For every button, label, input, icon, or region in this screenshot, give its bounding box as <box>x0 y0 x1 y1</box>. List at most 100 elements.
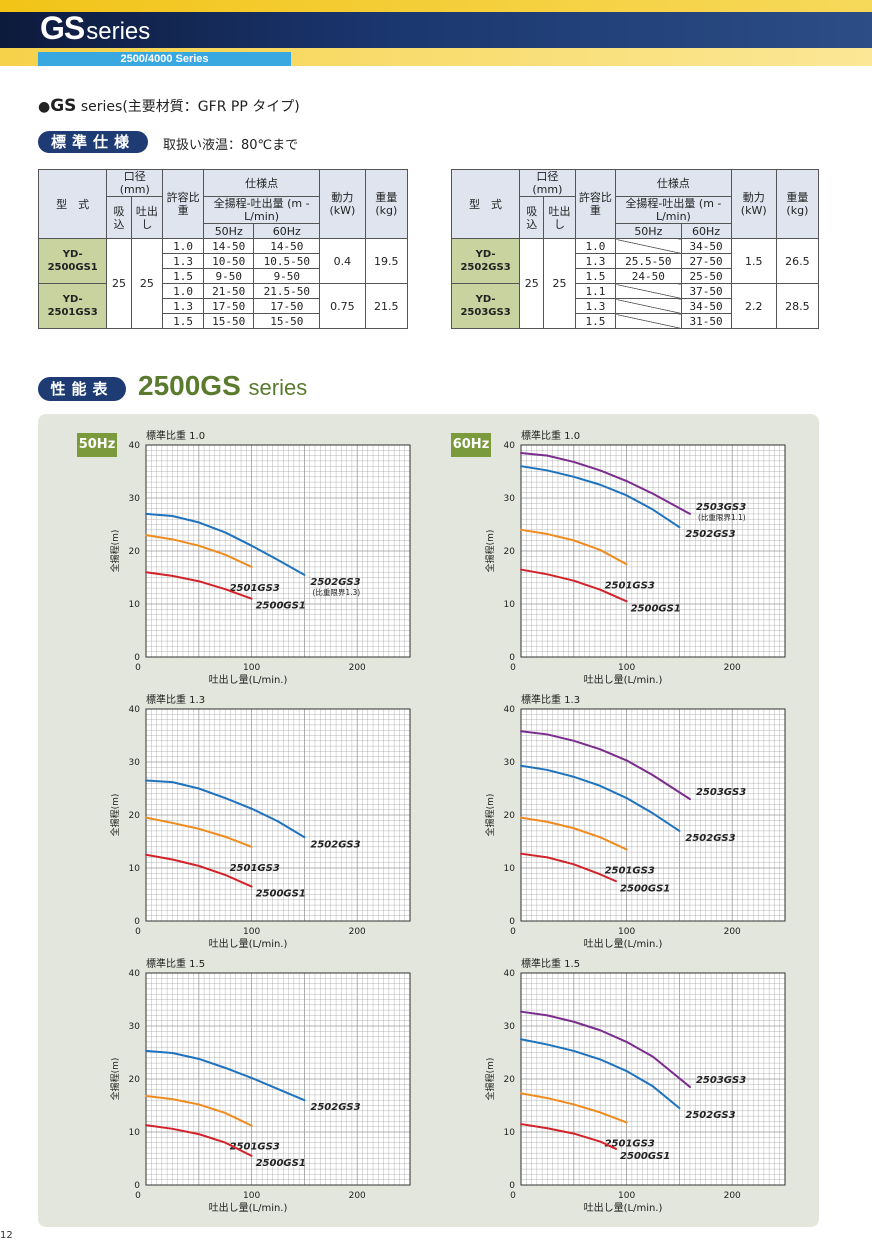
spec-60hz-value: 10.5-50 <box>253 253 321 269</box>
header-model: 型 式 <box>37 169 108 239</box>
y-tick-label: 10 <box>129 864 141 874</box>
series-label: 2503GS3 <box>696 787 746 798</box>
spec-50hz-value: 15-50 <box>202 313 255 329</box>
header-spec-point: 仕様点 <box>202 169 321 197</box>
spec-60hz-value: 14-50 <box>253 238 321 254</box>
series-logo: GSseries <box>40 10 150 47</box>
chart-title: 標準比重 1.0 <box>521 429 580 442</box>
bore-suction-value: 25 <box>519 238 545 329</box>
series-label: 2502GS3 <box>310 839 360 850</box>
series-line-2503GS3 <box>520 1010 691 1088</box>
gravity-value: 1.0 <box>162 238 204 254</box>
header-60hz: 60Hz <box>680 223 732 239</box>
y-tick-label: 40 <box>129 441 141 451</box>
series-line-2501GS3 <box>145 816 253 848</box>
x-tick-label: 0 <box>510 927 516 937</box>
spec-50hz-value: 25.5-50 <box>615 253 682 269</box>
gravity-value: 1.3 <box>574 253 617 269</box>
chart-50hz-sg10: 0 10 20 30 40 0 100 200 標準比重 1.0 吐出し量(L/min.) 全揚程(… <box>109 429 411 686</box>
series-line-2500GS1 <box>145 571 253 600</box>
x-axis-label: 吐出し量(L/min.) <box>209 673 288 686</box>
series-line-2500GS1 <box>520 852 618 883</box>
header-top-stripe <box>0 0 872 12</box>
model-name: YD-2502GS3 <box>450 238 521 284</box>
series-line-2500GS1 <box>145 853 253 888</box>
x-axis-label: 吐出し量(L/min.) <box>584 937 663 950</box>
header-suction: 吸込 <box>519 196 545 239</box>
series-subtab[interactable]: 2500/4000 Series <box>38 52 291 66</box>
table-row: YD-2501GS3 1.0 21-50 21.5-50 0.75 21.5 <box>37 283 409 329</box>
y-tick-label: 20 <box>504 547 516 557</box>
x-tick-label: 200 <box>724 663 741 673</box>
weight-value: 19.5 <box>364 238 409 284</box>
series-line-2502GS3 <box>520 465 681 529</box>
hz50-label: 50Hz <box>77 433 117 457</box>
y-tick-label: 30 <box>129 494 141 504</box>
x-tick-label: 200 <box>349 663 366 673</box>
y-axis-label: 全揚程(m) <box>484 1058 496 1101</box>
y-tick-label: 0 <box>509 653 515 663</box>
header-bore: 口径(mm) <box>106 169 164 197</box>
series-label: 2503GS3 <box>696 1075 746 1086</box>
performance-badge: 性能表 <box>38 377 126 401</box>
spec-60hz-value: 27-50 <box>680 253 732 269</box>
table-row: 1.5 24-50 25-50 <box>452 268 819 284</box>
y-tick-label: 40 <box>504 441 516 451</box>
chart-60hz-sg10: 0 10 20 30 40 0 100 200 標準比重 1.0 吐出し量(L/min.) 全揚程(… <box>484 429 786 686</box>
plot-border <box>520 972 786 1186</box>
y-tick-label: 10 <box>504 600 516 610</box>
series-label: 2503GS3 <box>696 502 746 513</box>
performance-title: 2500GS series <box>138 370 307 402</box>
spec-50hz-value: 9-50 <box>202 268 255 284</box>
power-value: 0.75 <box>319 283 366 329</box>
header-suction: 吸込 <box>106 196 132 239</box>
chart-60hz-sg15: 0 10 20 30 40 0 100 200 標準比重 1.5 吐出し量(L/min.) 全揚程(… <box>484 957 786 1214</box>
performance-title-main: 2500GS <box>138 370 241 401</box>
plot-border <box>520 708 786 922</box>
x-tick-label: 0 <box>135 927 141 937</box>
x-tick-label: 200 <box>349 1191 366 1201</box>
chart-title: 標準比重 1.3 <box>146 693 205 706</box>
x-tick-label: 0 <box>510 663 516 673</box>
y-tick-label: 0 <box>509 1181 515 1191</box>
y-tick-label: 20 <box>129 1075 141 1085</box>
y-tick-label: 0 <box>509 917 515 927</box>
x-axis-label: 吐出し量(L/min.) <box>584 673 663 686</box>
chart-60hz-sg13: 0 10 20 30 40 0 100 200 標準比重 1.3 吐出し量(L/min.) 全揚程(… <box>484 693 786 950</box>
x-tick-label: 200 <box>724 927 741 937</box>
title-rest: series(主要材質：GFR PP タイプ) <box>76 99 300 115</box>
series-label: 2501GS3 <box>230 863 280 874</box>
y-tick-label: 30 <box>129 1022 141 1032</box>
chart-50hz-sg15: 0 10 20 30 40 0 100 200 標準比重 1.5 吐出し量(L/min.) 全揚程(… <box>109 957 411 1214</box>
plot-border <box>145 972 411 1186</box>
series-line-2500GS1 <box>145 1124 253 1157</box>
model-name: YD-2503GS3 <box>450 283 521 329</box>
series-label: 2500GS1 <box>256 889 306 900</box>
spec-60hz-value: 37-50 <box>680 283 732 299</box>
chart-title: 標準比重 1.5 <box>521 957 580 970</box>
spec-50hz-value: 21-50 <box>202 283 255 299</box>
gravity-value: 1.3 <box>162 253 204 269</box>
spec-60hz-value: 31-50 <box>680 313 732 329</box>
page-title: ●GS series(主要材質：GFR PP タイプ) <box>38 96 300 116</box>
grid <box>521 709 785 921</box>
series-label: 2502GS3 <box>685 529 735 540</box>
spec-50hz-na <box>615 313 682 329</box>
spec-50hz-na <box>615 283 682 299</box>
y-axis-label: 全揚程(m) <box>109 794 121 837</box>
series-line-2502GS3 <box>520 764 681 832</box>
table-row: YD-2500GS1 25 25 1.0 14-50 14-50 0.4 19.5 <box>37 238 409 329</box>
x-tick-label: 100 <box>618 927 635 937</box>
logo-sub: series <box>86 18 151 45</box>
y-axis-label: 全揚程(m) <box>484 794 496 837</box>
grid <box>146 973 410 1185</box>
spec-60hz-value: 9-50 <box>253 268 321 284</box>
series-label: 2500GS1 <box>620 1151 670 1162</box>
header-power: 動力(kW) <box>730 169 777 239</box>
y-tick-label: 20 <box>504 811 516 821</box>
y-tick-label: 10 <box>504 1128 516 1138</box>
chart-title: 標準比重 1.3 <box>521 693 580 706</box>
liquid-temp-note: 取扱い液温：80℃まで <box>163 138 299 153</box>
table-row: YD-2503GS3 1.1 37-50 2.2 28.5 <box>450 283 820 329</box>
series-line-2502GS3 <box>520 1038 681 1110</box>
